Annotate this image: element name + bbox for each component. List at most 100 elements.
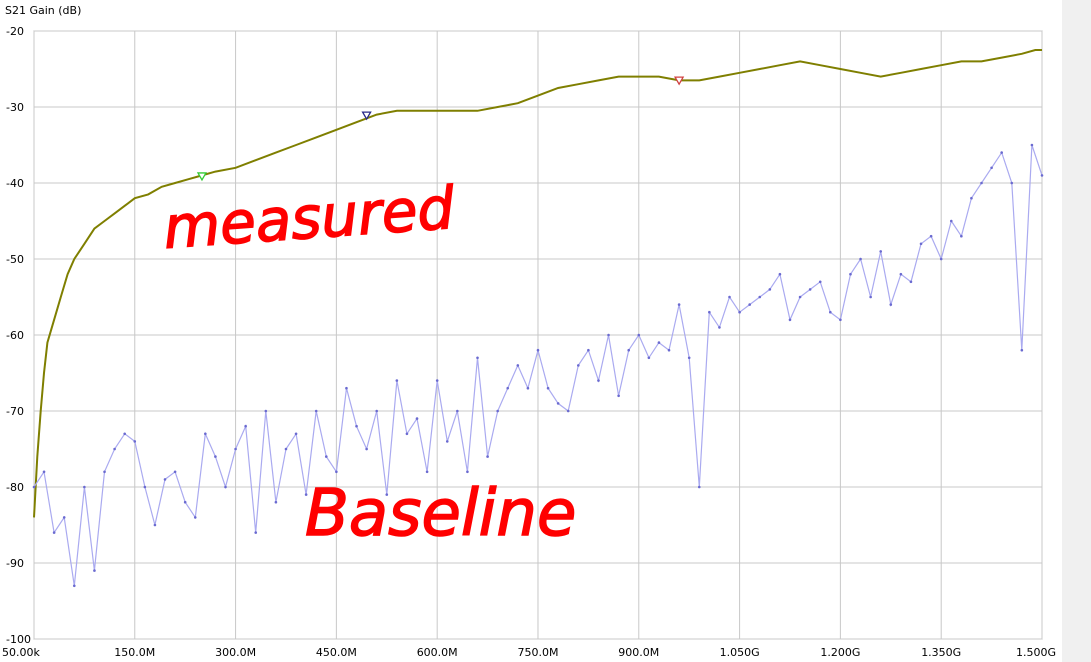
baseline-point: [476, 356, 479, 360]
y-tick-label: -100: [6, 633, 31, 646]
baseline-point: [929, 234, 933, 238]
baseline-point: [990, 166, 993, 170]
baseline-point: [143, 485, 147, 489]
baseline-point: [163, 478, 167, 481]
baseline-point: [425, 470, 429, 474]
baseline-point: [829, 310, 832, 314]
baseline-point: [52, 531, 56, 534]
y-tick-label: -50: [6, 253, 24, 266]
baseline-point: [748, 303, 751, 306]
y-tick-label: -80: [6, 481, 24, 494]
baseline-point: [133, 440, 137, 443]
baseline-point: [193, 516, 197, 519]
annotation-baseline: Baseline: [305, 477, 576, 551]
baseline-point: [456, 409, 459, 413]
baseline-point: [153, 523, 157, 527]
baseline-point: [869, 295, 872, 299]
baseline-point: [970, 196, 973, 200]
baseline-point: [32, 485, 36, 489]
marker-1[interactable]: [196, 172, 208, 182]
baseline-point: [72, 584, 76, 588]
baseline-point: [738, 310, 741, 314]
y-tick-label: -40: [6, 177, 24, 190]
baseline-point: [335, 470, 338, 474]
y-tick-label: -70: [6, 405, 24, 418]
series-layer: [32, 49, 1044, 588]
baseline-point: [879, 250, 883, 253]
x-tick-label: 900.0M: [618, 646, 659, 659]
y-axis-label: S21 Gain (dB): [5, 4, 82, 17]
baseline-point: [939, 257, 943, 261]
series-measured-line: [33, 49, 1042, 518]
baseline-point: [909, 280, 913, 284]
baseline-point: [526, 386, 530, 390]
baseline-point: [980, 181, 983, 185]
baseline-point: [546, 386, 550, 390]
baseline-point: [758, 295, 762, 299]
marker-layer: [196, 76, 685, 182]
baseline-point: [486, 455, 489, 458]
baseline-point: [284, 447, 288, 451]
baseline-point: [405, 432, 409, 436]
baseline-point: [1030, 143, 1034, 147]
baseline-point: [627, 348, 631, 352]
x-tick-label: 750.0M: [517, 646, 558, 659]
baseline-point: [667, 348, 671, 352]
baseline-point: [587, 348, 590, 352]
baseline-point: [314, 409, 318, 413]
baseline-point: [1040, 174, 1044, 177]
baseline-point: [808, 288, 812, 291]
baseline-point: [506, 386, 510, 390]
baseline-point: [849, 272, 852, 276]
baseline-point: [1000, 151, 1003, 154]
baseline-point: [778, 272, 782, 276]
baseline-point: [566, 409, 570, 413]
y-tick-label: -20: [6, 25, 24, 38]
x-tick-label: 1.350G: [921, 646, 961, 659]
x-tick-label: 1.200G: [820, 646, 860, 659]
baseline-point: [677, 303, 681, 306]
baseline-point: [728, 295, 731, 299]
baseline-point: [960, 234, 963, 238]
baseline-point: [637, 333, 641, 337]
baseline-point: [919, 242, 923, 246]
baseline-point: [798, 295, 802, 299]
x-tick-label: 450.0M: [316, 646, 357, 659]
baseline-point: [708, 310, 711, 314]
baseline-point: [889, 303, 893, 306]
x-tick-label: 1.050G: [720, 646, 760, 659]
x-tick-label: 300.0M: [215, 646, 256, 659]
y-tick-label: -60: [6, 329, 24, 342]
baseline-point: [345, 386, 348, 390]
baseline-point: [123, 432, 126, 436]
baseline-point: [385, 493, 389, 496]
baseline-point: [1010, 181, 1014, 185]
baseline-point: [647, 356, 651, 360]
baseline-point: [577, 364, 580, 367]
baseline-point: [173, 470, 177, 474]
baseline-point: [324, 455, 328, 458]
x-tick-label: 150.0M: [114, 646, 155, 659]
baseline-point: [93, 569, 96, 572]
baseline-point: [103, 470, 106, 474]
marker-3[interactable]: [673, 76, 685, 86]
baseline-point: [818, 280, 822, 284]
baseline-point: [254, 531, 258, 534]
baseline-point: [687, 356, 691, 360]
baseline-point: [204, 432, 207, 436]
baseline-point: [224, 485, 227, 489]
baseline-point: [1020, 348, 1024, 352]
x-tick-label: 50.00k: [2, 646, 40, 659]
baseline-point: [697, 485, 701, 489]
baseline-point: [395, 379, 399, 382]
x-tick-label: 600.0M: [417, 646, 458, 659]
baseline-point: [113, 447, 116, 451]
marker-2[interactable]: [361, 111, 372, 121]
baseline-point: [375, 409, 378, 413]
side-panel: [1062, 0, 1091, 662]
baseline-point: [617, 394, 620, 398]
baseline-point: [445, 440, 449, 443]
